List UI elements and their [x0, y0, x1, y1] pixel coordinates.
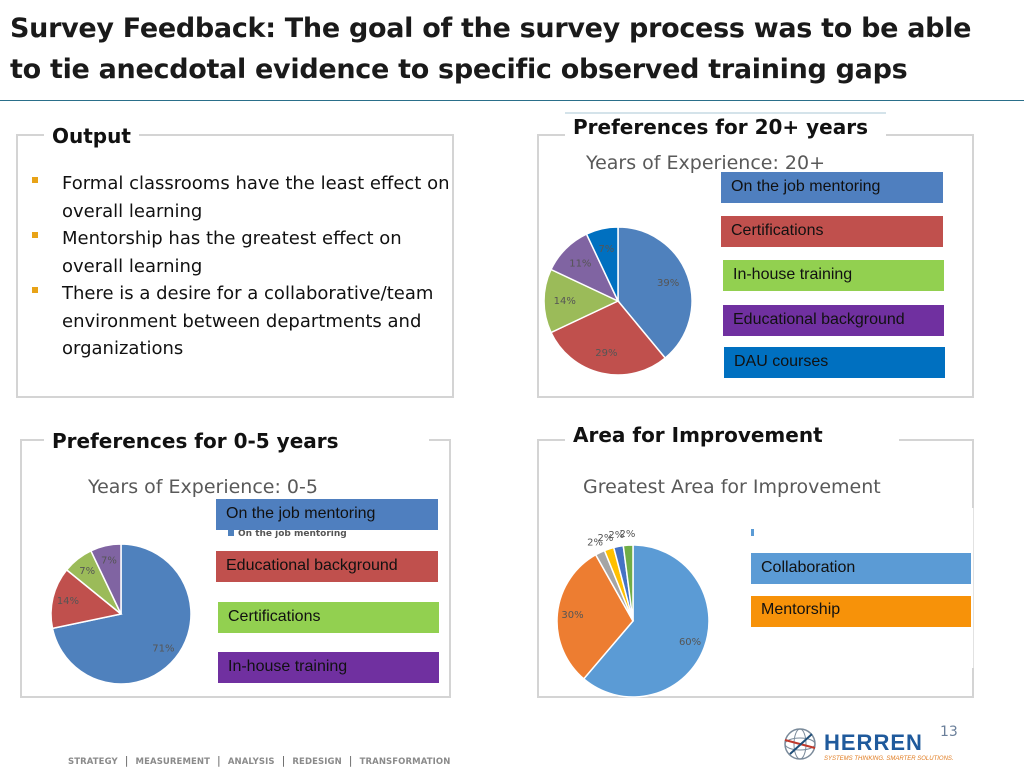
- pie-value-label: 2%: [598, 533, 614, 544]
- pie-value-label: 11%: [569, 258, 591, 269]
- pref05-legend-mentoring: On the job mentoring: [216, 499, 438, 530]
- bullet-item: Mentorship has the greatest effect on ov…: [30, 225, 450, 280]
- pie-value-label: 7%: [79, 566, 95, 577]
- bullet-text: Mentorship has the greatest effect on ov…: [62, 228, 402, 277]
- logo-tagline: SYSTEMS THINKING. SMARTER SOLUTIONS.: [824, 756, 954, 762]
- improve-legend-area: [748, 508, 974, 668]
- pref20-legend-inhouse: In-house training: [723, 260, 944, 291]
- pie-value-label: 7%: [101, 556, 117, 567]
- herren-logo: HERREN SYSTEMS THINKING. SMARTER SOLUTIO…: [780, 722, 1020, 770]
- pref05-tiny-legend: On the job mentoring: [228, 529, 347, 539]
- pie-value-label: 14%: [554, 296, 576, 307]
- pref20-panel-title: Preferences for 20+ years: [565, 112, 886, 140]
- page-number: 13: [940, 724, 958, 740]
- pie-value-label: 30%: [561, 610, 583, 621]
- pie-slice: [543, 268, 620, 334]
- pref20-legend-certifications: Certifications: [721, 216, 943, 247]
- improve-legend-mentorship: Mentorship: [751, 596, 971, 627]
- footer-item: REDESIGN: [292, 757, 342, 767]
- pref05-legend-certifications: Certifications: [218, 602, 439, 633]
- bullet-item: Formal classrooms have the least effect …: [30, 170, 450, 225]
- bullet-text: There is a desire for a collaborative/te…: [62, 283, 434, 359]
- pie-value-label: 2%: [619, 529, 635, 540]
- bullet-item: There is a desire for a collaborative/te…: [30, 280, 450, 363]
- pref20-legend-education: Educational background: [723, 305, 944, 336]
- pie-value-label: 39%: [657, 278, 679, 289]
- pref20-legend-dau: DAU courses: [724, 347, 945, 378]
- pref20-chart-title: Years of Experience: 20+: [586, 152, 826, 174]
- pie-value-label: 2%: [608, 530, 624, 541]
- pie-slice: [50, 568, 123, 630]
- globe-logo-icon: HERREN SYSTEMS THINKING. SMARTER SOLUTIO…: [784, 728, 954, 762]
- pie-slice: [582, 544, 710, 698]
- footer-item: MEASUREMENT: [135, 757, 211, 767]
- improve-chart-title: Greatest Area for Improvement: [583, 476, 881, 498]
- pie-slice: [622, 544, 634, 622]
- improve-panel-title: Area for Improvement: [565, 422, 899, 448]
- bullet-text: Formal classrooms have the least effect …: [62, 173, 450, 222]
- pie-slice: [585, 226, 619, 302]
- improve-legend-collaboration: Collaboration: [751, 553, 971, 584]
- logo-wordmark: HERREN: [824, 730, 923, 755]
- output-panel-title: Output: [44, 123, 139, 149]
- pref05-legend-education: Educational background: [216, 551, 438, 582]
- pie-slice: [89, 543, 122, 615]
- pie-slice: [617, 226, 693, 360]
- output-panel: [16, 134, 454, 398]
- pie-value-label: 60%: [679, 637, 701, 648]
- footer-item: ANALYSIS: [227, 757, 275, 767]
- improve-legend-marker: [751, 529, 754, 536]
- tiny-legend-label: On the job mentoring: [238, 529, 347, 539]
- slide-title: Survey Feedback: The goal of the survey …: [10, 13, 972, 85]
- pie-value-label: 14%: [57, 596, 79, 607]
- pref05-panel-title: Preferences for 0-5 years: [44, 428, 429, 454]
- footer-item: STRATEGY: [68, 757, 118, 767]
- bullet-square-icon: [32, 177, 38, 183]
- improve-pie-chart: 60%30%2%2%2%2%: [556, 529, 710, 698]
- pref05-legend-inhouse: In-house training: [218, 652, 439, 683]
- pie-slice: [556, 553, 634, 680]
- footer-nav: STRATEGY | MEASUREMENT | ANALYSIS | REDESIGN | T…: [68, 754, 451, 767]
- pref20-legend-mentoring: On the job mentoring: [721, 172, 943, 203]
- pref20-pie-chart: 39% 29% 14% 11% 7%: [543, 226, 693, 376]
- pie-value-label: 71%: [152, 643, 174, 654]
- pref05-pie-chart: 71% 14% 7% 7%: [50, 543, 192, 685]
- pie-value-label: 2%: [587, 537, 603, 548]
- bullet-square-icon: [32, 287, 38, 293]
- pie-value-label: 7%: [598, 244, 614, 255]
- pref05-chart-title: Years of Experience: 0-5: [88, 476, 318, 498]
- title-divider: [0, 100, 1024, 101]
- pie-value-label: 29%: [595, 348, 617, 359]
- bullet-square-icon: [32, 232, 38, 238]
- footer-item: TRANSFORMATION: [359, 757, 451, 767]
- output-bullet-list: Formal classrooms have the least effect …: [30, 170, 450, 363]
